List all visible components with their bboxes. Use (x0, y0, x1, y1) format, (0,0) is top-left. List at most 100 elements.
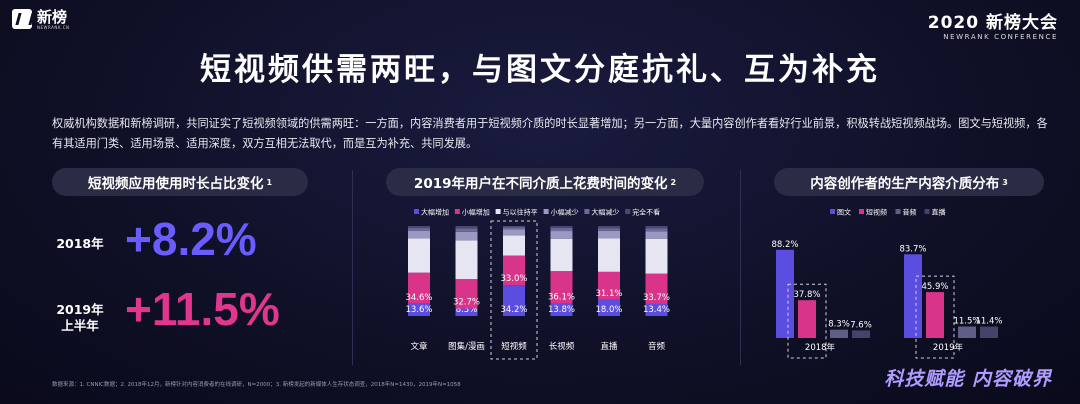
legend-label-0: 大幅增加 (421, 208, 449, 217)
panel2-footnote-ref: 2 (670, 177, 677, 187)
panel2-title: 2019年用户在不同介质上花费时间的变化 (413, 176, 668, 192)
legend3-label-2: 音频 (903, 208, 917, 217)
bar-2-seg-2 (503, 235, 525, 256)
bar3-1-0 (904, 254, 922, 338)
bar-5-seg-4 (645, 228, 668, 232)
bar3-1-3 (980, 326, 998, 338)
bar-1-seg-2 (455, 240, 478, 280)
bar3-label-1-3: 11.4% (975, 317, 1002, 327)
bar-1-seg-1 (455, 279, 478, 309)
bar3-label-0-2: 8.3% (828, 320, 850, 330)
legend-swatch-2 (495, 209, 501, 214)
bar-1-label-1: 32.7% (453, 298, 480, 308)
bar-3-seg-1 (550, 271, 573, 304)
panel2-title-pill: 2019年用户在不同介质上花费时间的变化 2 (386, 168, 704, 196)
bar3-label-1-2: 11.5% (953, 317, 980, 327)
bar3-label-1-0: 83.7% (899, 244, 926, 254)
bar-4-label-1: 31.1% (595, 289, 622, 299)
bar-3-seg-3 (550, 231, 573, 239)
intro-paragraph: 权威机构数据和新榜调研，共同证实了短视频领域的供需两旺：一方面，内容消费者用于短… (52, 117, 1048, 150)
bar-2-seg-1 (503, 255, 525, 286)
highlight-box (490, 220, 538, 360)
bar-0-label-1: 34.6% (405, 293, 432, 303)
legend3-label-1: 短视频 (866, 208, 887, 217)
bar-3-seg-4 (550, 227, 573, 232)
bar-4-seg-3 (598, 230, 620, 239)
newrank-logo: 新榜 NEWRANK.CN (12, 9, 70, 30)
legend3-swatch-2 (895, 209, 901, 214)
data-source-note: 数据来源：1. CNNIC数据；2. 2018年12月，新榜针对内容消费者的在线… (52, 382, 461, 388)
divider-right (740, 170, 741, 365)
bar-5-seg-0 (645, 303, 668, 316)
year-2019h1-label: 2019年 上半年 (52, 302, 108, 334)
legend-swatch-5 (625, 209, 631, 214)
bar3-label-1-1: 45.9% (921, 282, 948, 292)
legend-swatch-1 (454, 209, 460, 214)
newrank-logo-icon (12, 9, 32, 29)
panel3-footnote-ref: 3 (1002, 177, 1008, 187)
category3-label-0: 2018年 (805, 342, 836, 353)
category3-label-1: 2019年 (933, 342, 964, 353)
bar3-label-0-3: 7.6% (850, 320, 872, 330)
bar-4-seg-2 (598, 238, 620, 272)
bar-4-seg-5 (598, 226, 620, 229)
bar-3-label-0: 13.8% (548, 305, 575, 315)
legend3-label-3: 直播 (932, 208, 946, 217)
conference-title: 2020 新榜大会 (927, 13, 1058, 33)
divider-left (352, 170, 353, 365)
bar3-1-1 (926, 292, 944, 338)
bar-1-seg-3 (455, 231, 478, 241)
legend3-swatch-1 (859, 209, 864, 214)
panel3-title-pill: 内容创作者的生产内容介质分布 3 (774, 168, 1044, 196)
category-label-1: 图集/漫画 (448, 341, 485, 352)
bar-0-seg-0 (408, 303, 430, 316)
bar-2-seg-3 (503, 229, 525, 236)
bar-2-label-1: 33.0% (500, 274, 527, 284)
legend3-label-0: 图文 (837, 208, 851, 217)
logo-subtext: NEWRANK.CN (37, 25, 70, 30)
conference-badge: 2020 新榜大会 NEWRANK CONFERENCE (928, 8, 1058, 41)
bar-2-label-0: 34.2% (500, 305, 527, 315)
bar-4-seg-0 (598, 299, 620, 316)
growth-2019h1-value: +11.5% (125, 283, 280, 335)
bar-0-label-0: 13.6% (405, 305, 432, 315)
panel1-footnote-ref: 1 (266, 177, 273, 187)
legend-swatch-0 (414, 209, 419, 214)
bar-1-seg-4 (455, 228, 478, 232)
panel1-title: 短视频应用使用时长占比变化 (87, 176, 264, 192)
bar-0-seg-1 (408, 272, 430, 304)
legend-label-5: 完全不看 (632, 208, 660, 217)
category-label-4: 直播 (600, 341, 618, 352)
year-h1-line: 上半年 (61, 318, 99, 333)
bar3-1-2 (958, 326, 976, 338)
panel1-title-pill: 短视频应用使用时长占比变化 1 (52, 168, 308, 196)
bar3-0-2 (830, 329, 848, 338)
bar-3-seg-5 (550, 226, 573, 228)
highlight3-box-0 (787, 283, 827, 359)
media-time-change-chart: 大幅增加 小幅增加 与以往持平 小幅减少 大幅减少 完全不看 13.6% 34.6% 文章 8.3… (405, 208, 670, 360)
bar-4-seg-4 (598, 228, 620, 231)
bar-1-label-0: 8.3% (456, 305, 478, 315)
bar-5-seg-1 (645, 273, 668, 304)
legend-label-4: 大幅减少 (591, 208, 619, 217)
legend-label-3: 小幅减少 (551, 208, 579, 217)
bar-1-seg-0 (455, 308, 478, 316)
year-2019-line: 2019年 (56, 302, 104, 317)
bar-5-seg-2 (645, 238, 668, 274)
bar-5-seg-3 (645, 231, 668, 239)
bar-0-seg-2 (408, 238, 430, 273)
bar3-label-0-0: 88.2% (771, 240, 798, 250)
page-title: 短视频供需两旺，与图文分庭抗礼、互为补充 (200, 52, 880, 88)
bar-5-label-1: 33.7% (643, 293, 670, 303)
highlight3-box-1 (915, 275, 955, 359)
bar-0-seg-4 (408, 228, 430, 231)
bar-4-label-0: 18.0% (595, 305, 622, 315)
category-label-2: 短视频 (501, 341, 527, 352)
conference-subtitle: NEWRANK CONFERENCE (943, 33, 1058, 41)
legend-swatch-4 (584, 209, 590, 214)
bar-0-seg-5 (408, 226, 430, 229)
logo-text: 新榜 (37, 8, 68, 26)
category-label-3: 长视频 (549, 341, 575, 352)
legend-label-1: 小幅增加 (462, 208, 490, 217)
bar3-0-3 (852, 330, 870, 338)
